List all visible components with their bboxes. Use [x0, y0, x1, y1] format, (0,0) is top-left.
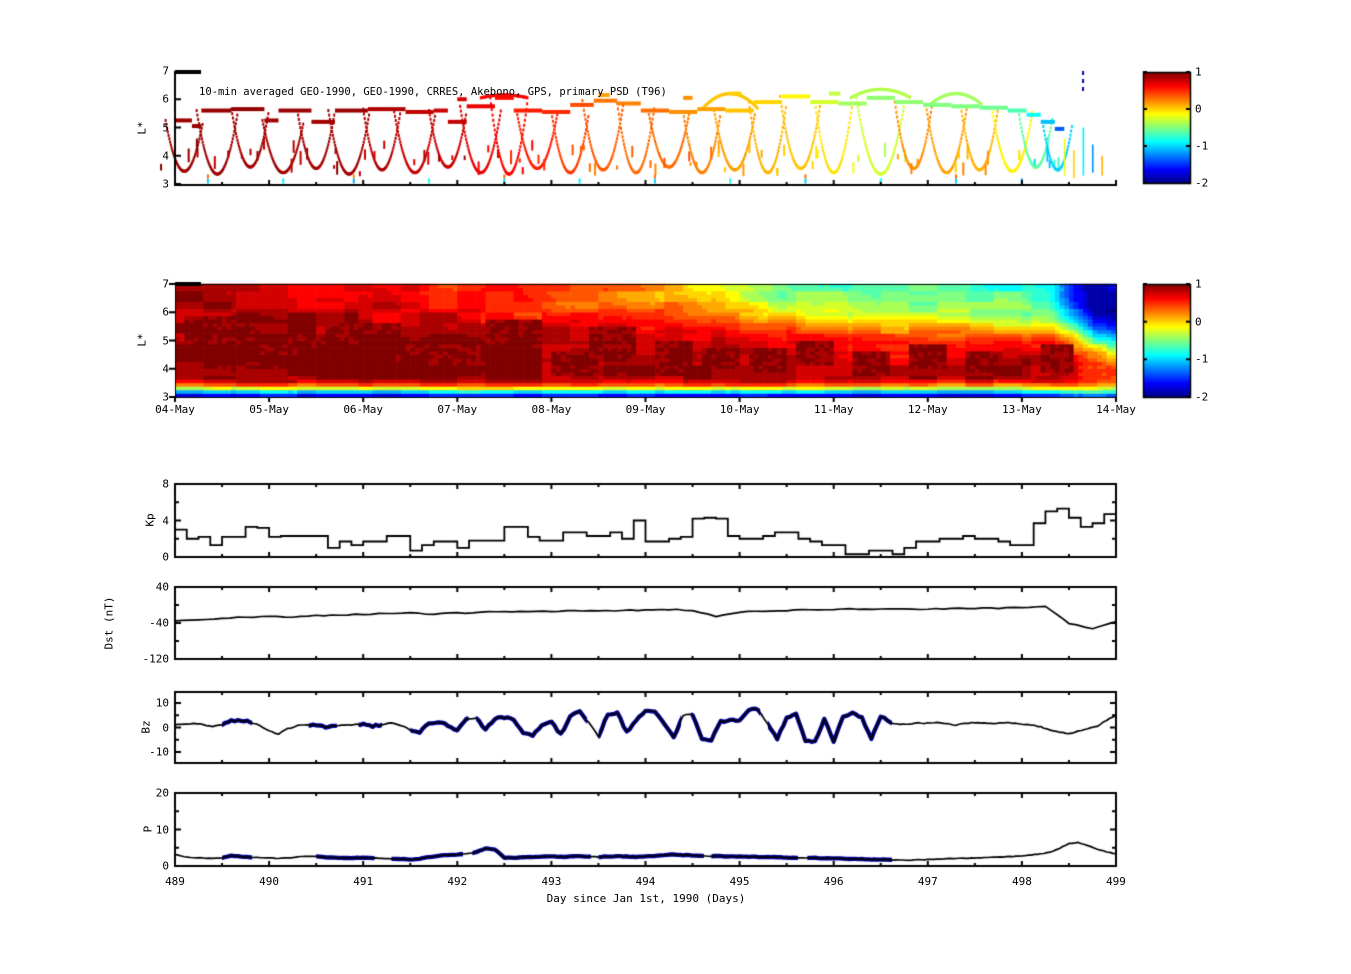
day-tick: 490	[259, 875, 280, 888]
colorbar2-tick: 1	[1195, 277, 1202, 291]
panel1-title: 10-min averaged GEO-1990, GEO-1990, CRRE…	[199, 86, 667, 98]
colorbar1-tick: -1	[1195, 139, 1209, 153]
day-tick: 499	[1106, 875, 1126, 888]
dst-ytick: -120	[142, 652, 170, 666]
colorbar1-tick: 0	[1195, 102, 1202, 116]
panel2-ytick: 6	[162, 305, 169, 319]
date-tick: 07-May	[437, 403, 478, 416]
day-tick: 493	[541, 875, 562, 888]
bz-ytick: -10	[149, 745, 169, 759]
date-tick: 14-May	[1096, 403, 1136, 416]
date-tick: 12-May	[907, 403, 948, 416]
kp-ytick: 4	[162, 514, 169, 527]
panel1-ytick: 6	[162, 92, 169, 106]
x-axis-label: Day since Jan 1st, 1990 (Days)	[546, 892, 746, 905]
day-tick: 494	[635, 875, 656, 888]
day-tick: 492	[447, 875, 468, 888]
day-tick: 489	[165, 875, 185, 888]
kp-ylabel: Kp	[143, 513, 157, 527]
day-tick: 497	[917, 875, 938, 888]
p-ytick: 0	[162, 859, 169, 873]
date-tick: 04-May	[155, 403, 195, 416]
kp-ytick: 0	[162, 550, 169, 564]
date-tick: 09-May	[625, 403, 666, 416]
date-tick: 11-May	[813, 403, 854, 416]
bz-ylabel: Bz	[139, 720, 153, 734]
panel1-ytick: 5	[162, 121, 169, 134]
dst-ytick: 40	[155, 580, 169, 594]
bz-ytick: 10	[155, 696, 169, 710]
dst-ytick: -40	[149, 616, 169, 630]
day-tick: 496	[823, 875, 844, 888]
colorbar1-tick: 1	[1195, 65, 1202, 79]
panel2-ytick: 4	[162, 362, 169, 376]
panel1-ylabel: L*	[135, 121, 149, 135]
date-tick: 05-May	[249, 403, 289, 416]
panel2-ylabel: L*	[135, 333, 149, 347]
date-tick: 06-May	[343, 403, 384, 416]
date-tick: 13-May	[1002, 403, 1042, 416]
colorbar2-tick: -2	[1195, 390, 1209, 404]
panel1-ytick: 3	[162, 177, 169, 191]
day-tick: 491	[353, 875, 374, 888]
colorbar2-tick: -1	[1195, 352, 1209, 366]
p-ylabel: P	[141, 825, 155, 833]
panel2-ytick: 3	[162, 390, 169, 404]
date-tick: 08-May	[531, 403, 572, 416]
panel1-ytick: 4	[162, 149, 169, 163]
colorbar2-tick: 0	[1195, 315, 1202, 329]
p-ytick: 20	[155, 786, 169, 800]
panel2-ytick: 5	[162, 334, 169, 347]
dst-ylabel: Dst (nT)	[102, 596, 116, 650]
day-tick: 495	[729, 875, 750, 888]
date-tick: 10-May	[719, 403, 760, 416]
panel1-ytick: 7	[162, 64, 169, 78]
p-ytick: 10	[155, 823, 169, 836]
day-tick: 498	[1011, 875, 1032, 888]
kp-ytick: 8	[162, 477, 169, 491]
bz-ytick: 0	[162, 721, 169, 734]
colorbar1-tick: -2	[1195, 176, 1209, 190]
panel2-ytick: 7	[162, 277, 169, 291]
